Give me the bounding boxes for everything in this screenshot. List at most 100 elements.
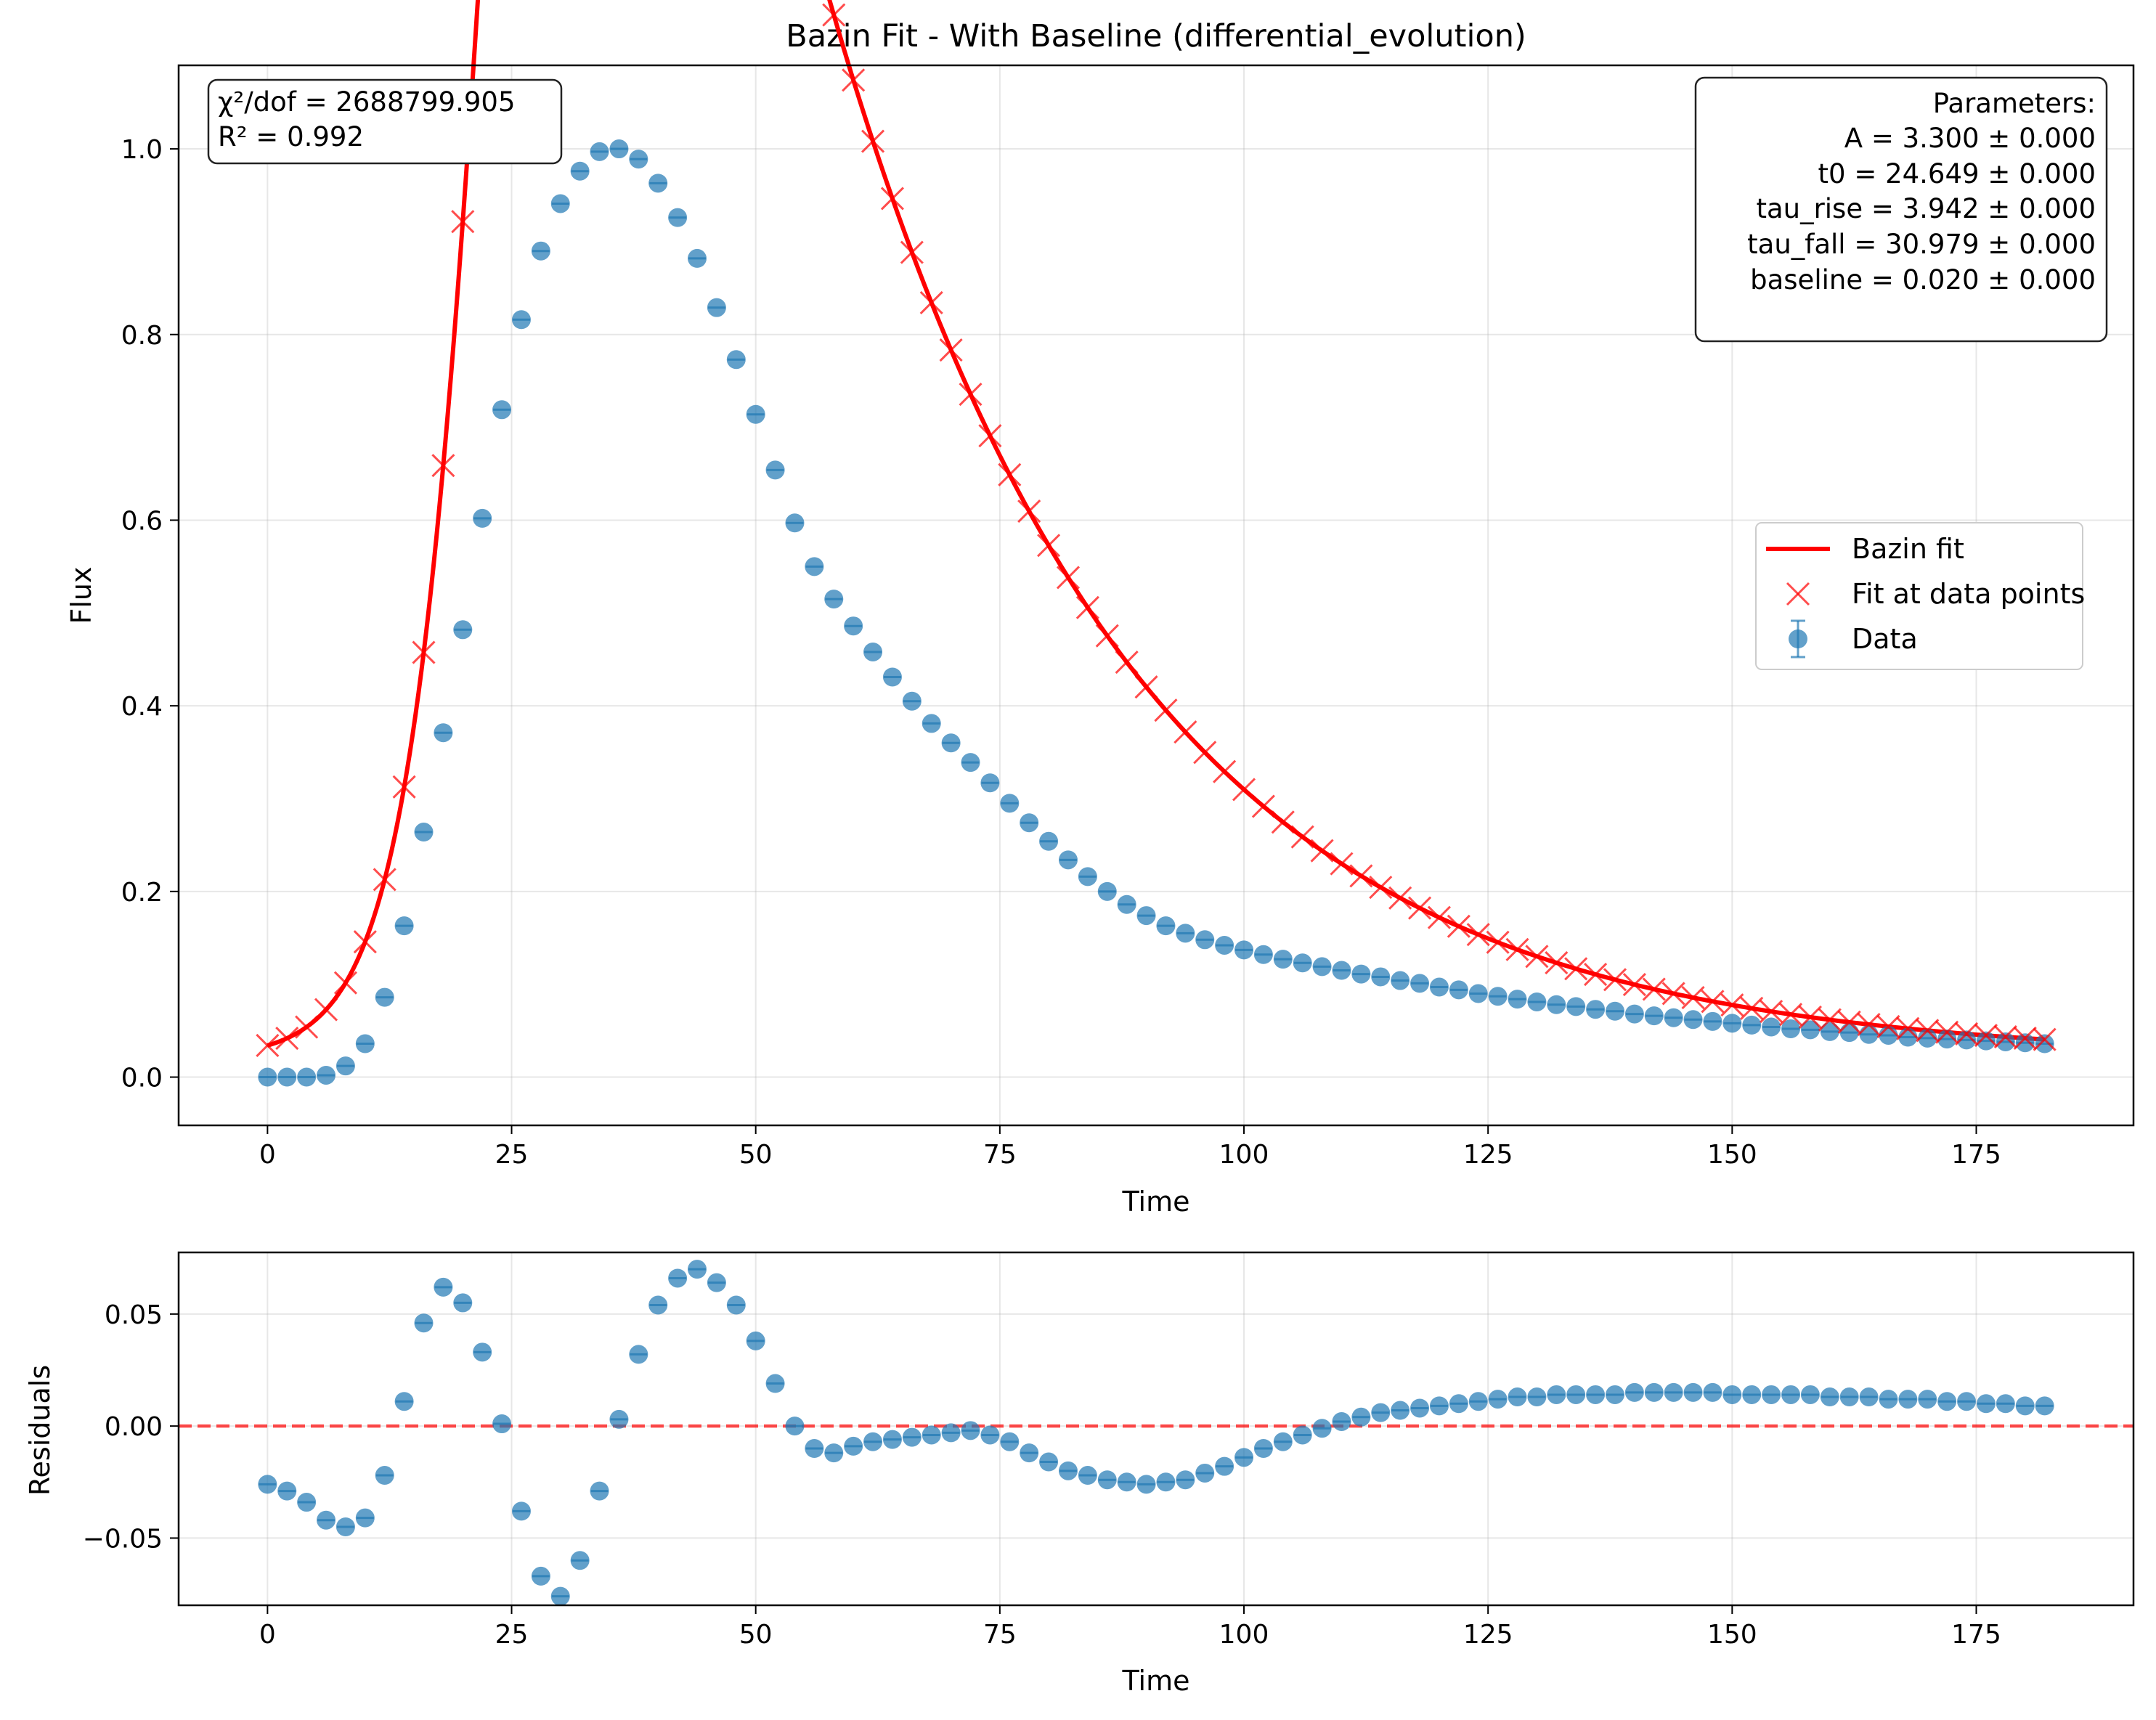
data-point [277,1067,297,1087]
data-point [355,1034,375,1053]
main-plot: 0 25 50 75 100 125 150 175 0.0 0.2 0.4 0.6 0.8 1.0 Ti… [65,0,2135,1218]
fit-point-marker [451,210,475,234]
residual-point [1918,1390,1937,1409]
data-point [1722,1014,1742,1033]
fit-point-marker [1290,825,1314,849]
residual-point [863,1432,883,1451]
data-point [1293,953,1312,973]
data-point [1195,930,1215,950]
fit-point-marker [1447,914,1470,938]
fit-point-marker [1056,566,1081,590]
data-point [1468,984,1488,1003]
data-point [1058,850,1078,870]
fit-point-marker [412,640,436,664]
data-point [1449,980,1468,1000]
residual-point [1644,1382,1664,1402]
data-point [1762,1017,1781,1037]
residual-point [1527,1387,1547,1407]
main-xtick-label: 50 [739,1140,773,1170]
data-point [1253,945,1273,964]
data-point [1273,950,1293,969]
data-point [1176,924,1195,943]
residual-point [394,1392,414,1411]
data-point [824,590,844,609]
data-point [980,773,1000,793]
residual-point [1879,1390,1898,1409]
residual-xtick-label: 100 [1219,1620,1269,1650]
residual-point [1547,1385,1566,1404]
legend-label-data: Data [1852,623,1918,655]
residual-point [648,1295,668,1315]
param-A: A = 3.300 ± 0.000 [1844,123,2096,154]
param-tau-rise: tau_rise = 3.942 ± 0.000 [1756,193,2096,224]
residual-point [2015,1396,2035,1416]
data-point [1429,977,1449,997]
stats-chi2: χ²/dof = 2688799.905 [218,86,516,118]
residual-point [1000,1432,1020,1451]
data-point [1234,940,1254,960]
residual-point [1039,1452,1059,1472]
residual-point [1488,1390,1508,1409]
data-point [335,1056,355,1076]
data-point [863,642,883,661]
residual-point [668,1268,688,1288]
data-point [1800,1020,1820,1040]
residual-ylabel: Residuals [24,1365,56,1496]
data-point [609,139,629,159]
fit-point-marker [1622,973,1646,997]
residual-point [609,1409,629,1429]
fit-point-marker [939,338,963,362]
data-point [2015,1033,2035,1053]
main-ytick-label: 1.0 [121,135,163,165]
fit-point-marker [919,290,943,314]
data-point [590,142,609,161]
data-point [1879,1025,1898,1045]
fit-point-marker [256,1033,280,1058]
residual-point [1156,1472,1176,1492]
fit-point-marker [959,382,983,407]
data-point [1527,992,1547,1011]
residual-point [531,1566,550,1586]
residual-point [355,1508,375,1528]
data-point [297,1067,317,1087]
residual-point [882,1430,902,1449]
fit-point-marker [1916,1019,1940,1043]
main-xtick-label: 25 [495,1140,529,1170]
data-point [317,1065,336,1085]
data-point [1312,957,1332,977]
fit-point-marker [1525,945,1549,969]
data-point [434,723,453,743]
fit-point-marker [275,1026,299,1051]
residual-point [765,1374,785,1393]
fit-point-marker [1134,675,1158,699]
residual-point [785,1417,805,1436]
data-point [258,1067,277,1087]
data-point [1742,1015,1762,1035]
residual-ticks: 0 25 50 75 100 125 150 175 −0.05 0.00 0.05 [83,1300,2001,1650]
legend-data-swatch [1789,619,1807,659]
fit-point-marker [1798,1005,1822,1030]
residual-point [317,1510,336,1530]
data-point [1781,1019,1801,1039]
fit-point-marker [1818,1008,1842,1032]
data-point [629,150,648,169]
main-xtick-label: 175 [1951,1140,2001,1170]
residual-point [1020,1443,1039,1463]
residual-xtick-label: 0 [259,1620,276,1650]
residual-point [1820,1387,1839,1407]
residual-point [1996,1394,2015,1414]
residual-point [1800,1385,1820,1404]
fit-point-marker [1505,937,1529,961]
fit-point-marker [2033,1027,2057,1051]
main-ytick-label: 0.0 [121,1064,163,1093]
fit-point-marker [333,971,357,995]
legend-label-fit: Bazin fit [1852,533,1964,565]
main-ylabel: Flux [65,567,97,624]
residual-point [1293,1425,1312,1445]
residual-xtick-label: 50 [739,1620,773,1650]
main-ytick-label: 0.6 [121,506,163,536]
main-xtick-label: 100 [1219,1140,1269,1170]
main-xtick-label: 75 [983,1140,1017,1170]
fit-point-marker [1955,1022,1979,1046]
residual-point [726,1295,746,1315]
